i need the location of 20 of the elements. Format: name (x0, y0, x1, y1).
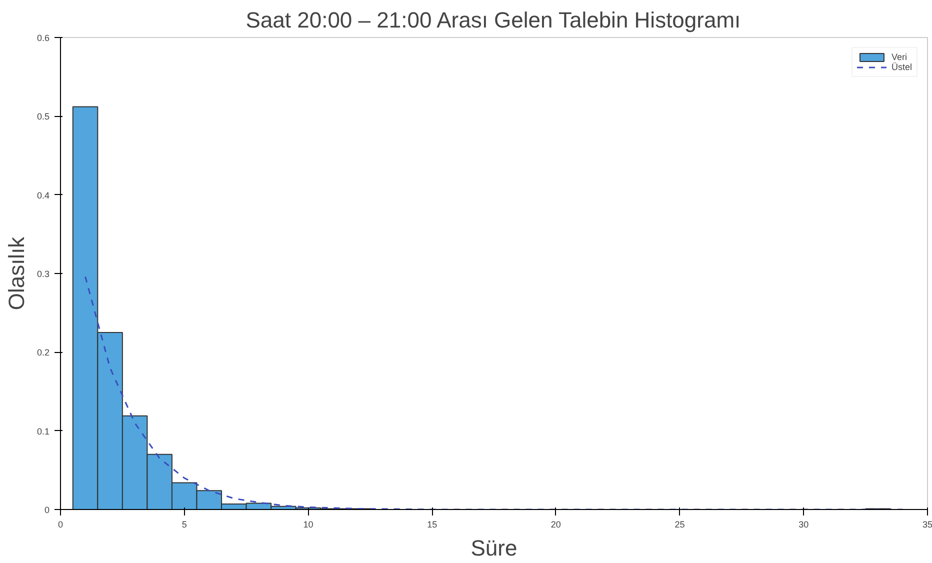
x-tick-label: 30 (798, 520, 809, 530)
x-tick-label: 5 (182, 520, 187, 530)
x-tick-label: 0 (58, 520, 64, 530)
x-axis-title: Süre (470, 536, 518, 560)
y-tick-label: 0.6 (36, 33, 50, 43)
x-tick-label: 15 (427, 520, 438, 530)
y-tick-label: 0 (44, 505, 50, 515)
legend-label: Üstel (891, 62, 912, 72)
y-tick-label: 0.2 (36, 348, 50, 358)
x-tick-label: 20 (550, 520, 561, 530)
x-tick-label: 25 (674, 520, 685, 530)
y-tick-label: 0.1 (36, 426, 50, 436)
chart-title: Saat 20:00 – 21:00 Arası Gelen Talebin Histogramı (246, 8, 741, 32)
y-tick-label: 0.3 (36, 269, 50, 279)
x-tick-label: 35 (922, 520, 932, 530)
y-tick-label: 0.5 (36, 112, 50, 122)
y-axis-title: Olasılık (4, 236, 29, 310)
x-tick-label: 10 (303, 520, 314, 530)
y-tick-label: 0.4 (36, 190, 50, 200)
legend-label: Veri (891, 52, 908, 62)
